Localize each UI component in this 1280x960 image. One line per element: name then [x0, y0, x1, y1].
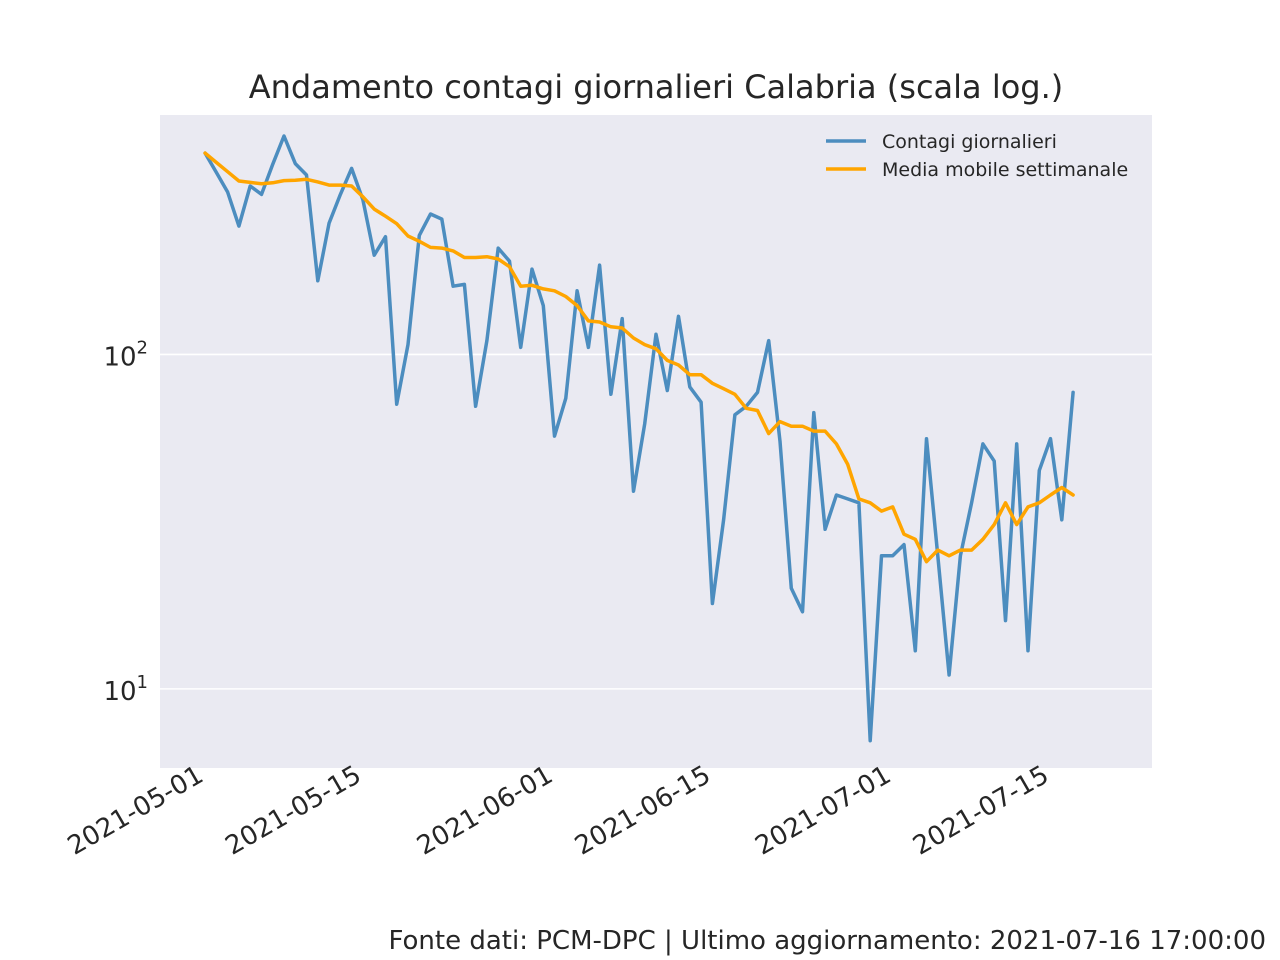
x-tick-label: 2021-06-15: [570, 760, 716, 862]
x-tick-label: 2021-06-01: [412, 760, 558, 862]
series-lines: [203, 134, 1075, 743]
y-tick-label: 102: [103, 337, 148, 372]
x-tick-label: 2021-05-01: [63, 760, 209, 862]
grid-lines: [160, 353, 1152, 690]
x-tick-label: 2021-07-15: [908, 760, 1054, 862]
x-tick-label: 2021-05-15: [221, 760, 367, 862]
plot-area: [160, 115, 1152, 768]
legend-label: Media mobile settimanale: [882, 159, 1128, 181]
source-note: Fonte dati: PCM-DPC | Ultimo aggiornamen…: [388, 926, 1267, 956]
x-axis-ticks: 2021-05-01 2021-05-15 2021-06-01 2021-06-15…: [63, 760, 1054, 862]
y-tick-label: 101: [103, 672, 148, 707]
series-line-1: [203, 134, 1075, 743]
legend-label: Contagi giornalieri: [882, 131, 1057, 153]
series-line-2: [203, 151, 1075, 564]
legend: Contagi giornalieri Media mobile settiman…: [826, 131, 1128, 181]
chart-title: Andamento contagi giornalieri Calabria (…: [249, 68, 1064, 106]
y-axis-ticks: 101 102: [103, 337, 148, 706]
x-tick-label: 2021-07-01: [750, 760, 896, 862]
